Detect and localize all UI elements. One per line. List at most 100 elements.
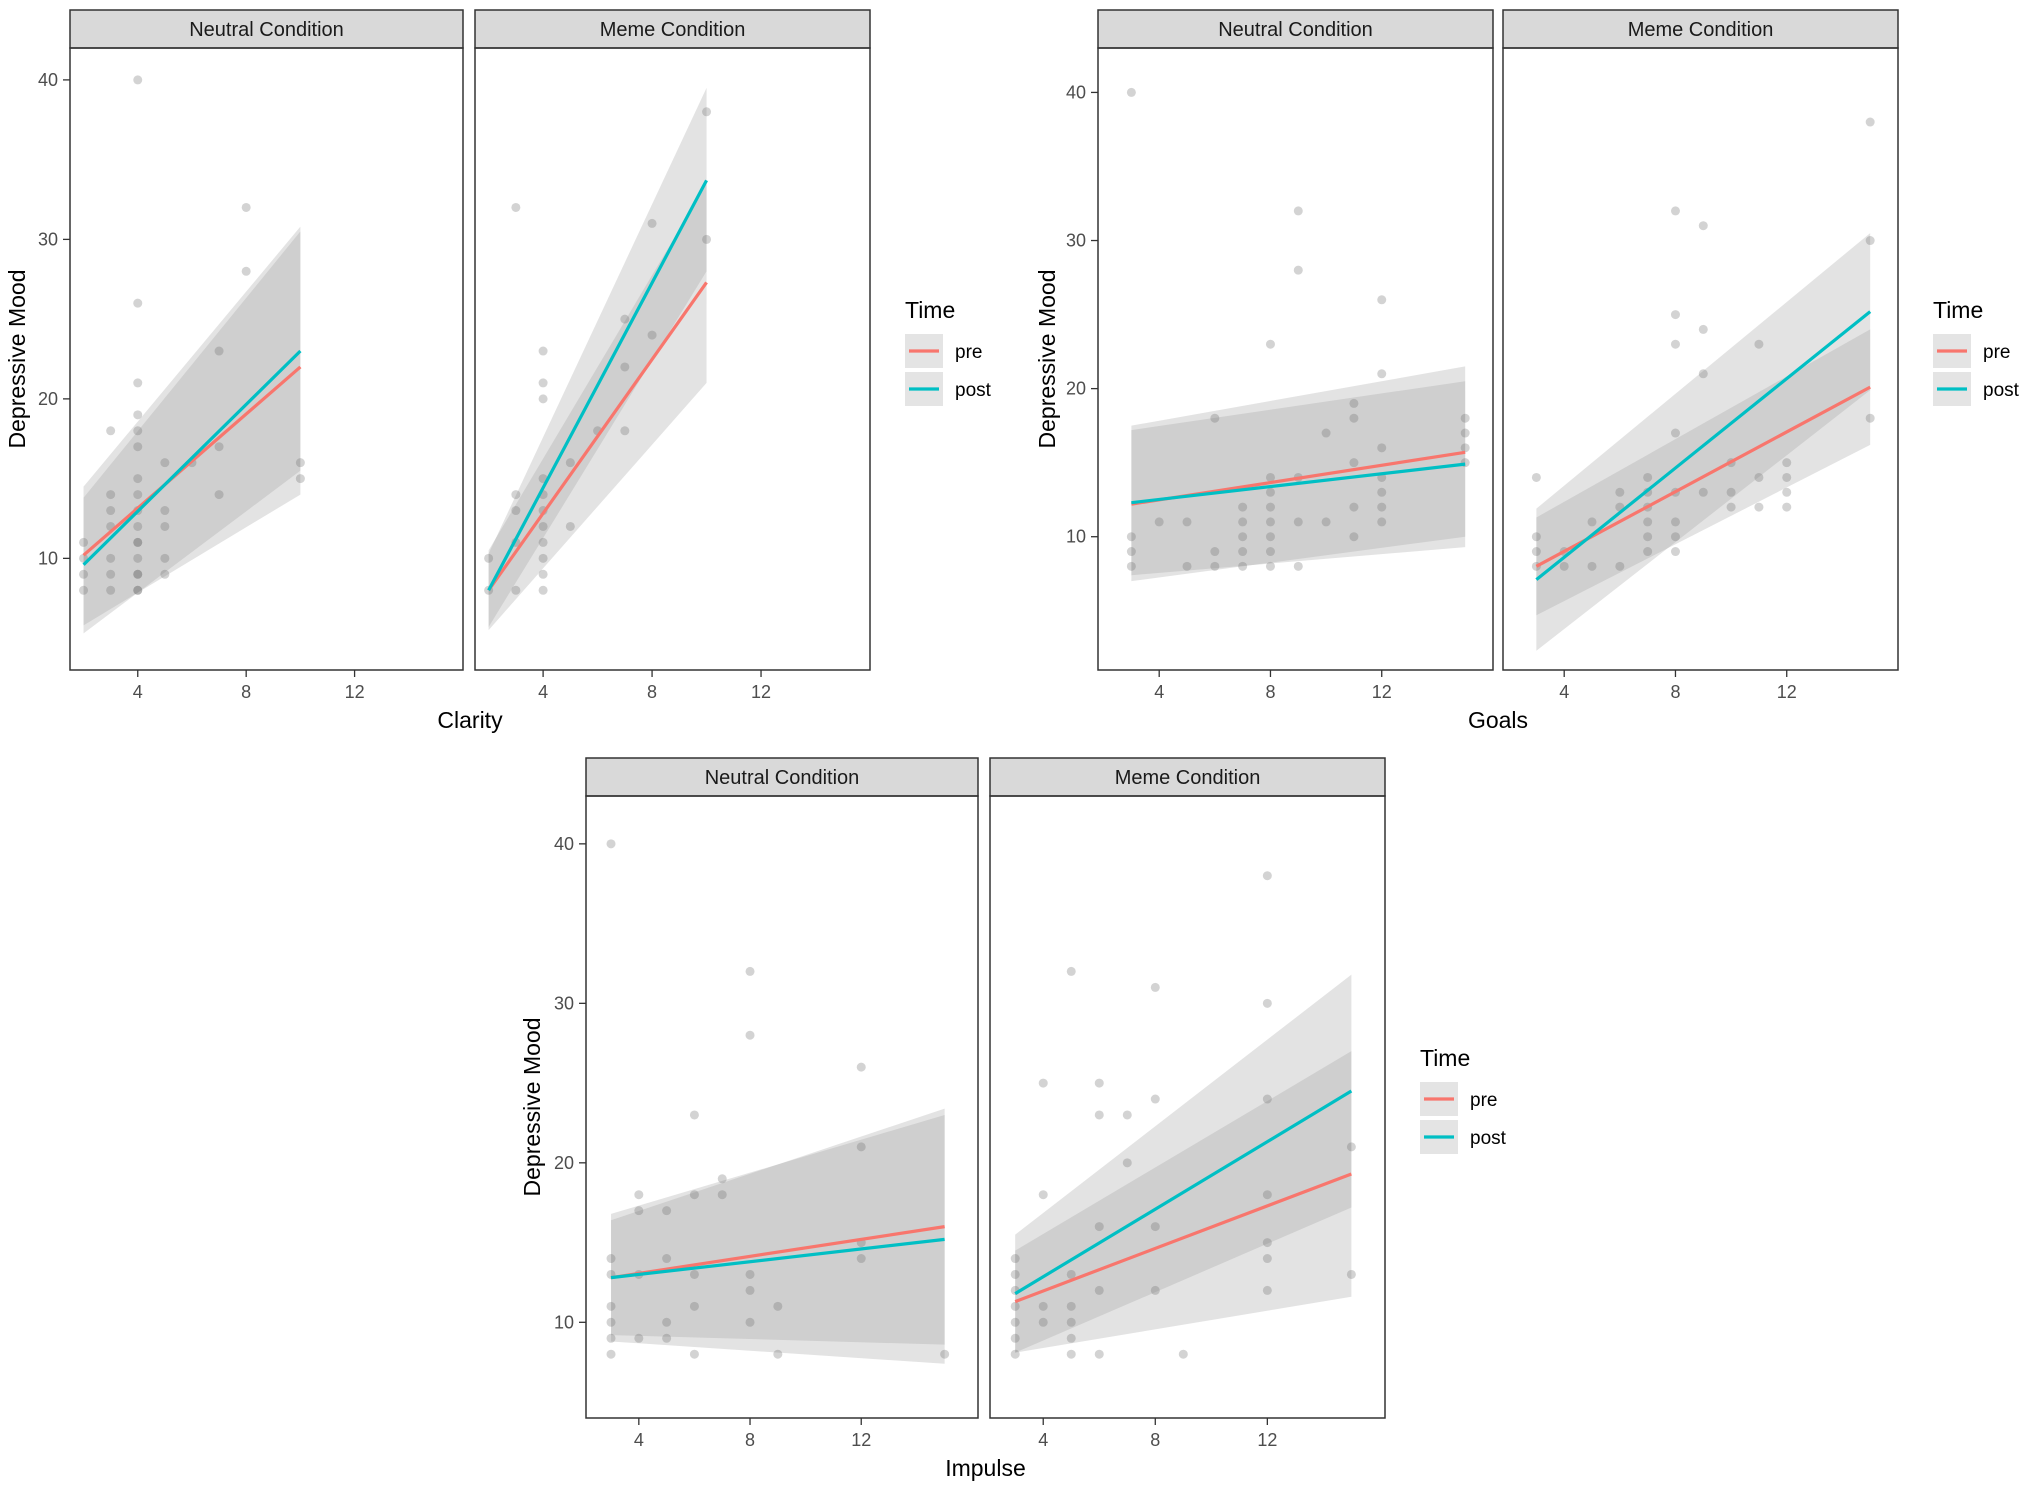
legend-title: Time — [1420, 1045, 1470, 1071]
data-point — [538, 569, 548, 579]
x-axis-title: Goals — [1468, 707, 1528, 733]
data-point — [1377, 369, 1387, 379]
confidence-band-pre — [1536, 329, 1871, 616]
data-point — [1182, 561, 1192, 571]
data-point — [1238, 532, 1248, 542]
data-point — [702, 107, 712, 117]
data-point — [1698, 221, 1708, 231]
data-point — [1238, 517, 1248, 527]
data-point — [1154, 517, 1164, 527]
data-point — [79, 585, 89, 595]
panel-border — [1502, 47, 1899, 671]
panel-border — [1097, 47, 1494, 671]
data-point — [106, 553, 116, 563]
data-point — [1210, 547, 1220, 557]
data-point — [702, 234, 712, 244]
facet-strip — [1502, 9, 1899, 49]
data-point — [106, 585, 116, 595]
data-point — [79, 569, 89, 579]
data-point — [856, 1254, 866, 1264]
data-point — [160, 506, 170, 516]
data-point — [1094, 1078, 1104, 1088]
data-point — [1262, 1285, 1272, 1295]
data-point — [1265, 502, 1275, 512]
confidence-band-post — [488, 87, 707, 627]
data-point — [160, 569, 170, 579]
data-point — [1670, 547, 1680, 557]
data-point — [620, 314, 630, 324]
data-point — [538, 537, 548, 547]
data-point — [1066, 1317, 1076, 1327]
data-point — [1377, 295, 1387, 305]
data-point — [647, 218, 657, 228]
data-point — [634, 1333, 644, 1343]
data-point — [511, 506, 521, 516]
x-tick-label: 12 — [1372, 682, 1392, 702]
facet-strip-label: Meme Condition — [1115, 767, 1261, 789]
data-point — [133, 75, 143, 85]
facet-strip — [1097, 9, 1494, 49]
data-point — [133, 490, 143, 500]
x-tick-label: 8 — [241, 682, 251, 702]
data-point — [662, 1206, 672, 1216]
facet-strip-label: Meme Condition — [600, 19, 746, 41]
data-point — [1754, 502, 1764, 512]
data-point — [662, 1254, 672, 1264]
data-point — [689, 1269, 699, 1279]
data-point — [1559, 561, 1569, 571]
data-point — [1182, 517, 1192, 527]
legend-title: Time — [1933, 297, 1983, 323]
data-point — [662, 1317, 672, 1327]
data-point — [1670, 532, 1680, 542]
data-point — [106, 490, 116, 500]
data-point — [1782, 458, 1792, 468]
x-tick-label: 4 — [1038, 1430, 1048, 1450]
y-tick-label: 20 — [38, 389, 58, 409]
data-point — [1377, 443, 1387, 453]
data-point — [1726, 487, 1736, 497]
data-point — [1126, 547, 1136, 557]
data-point — [1587, 561, 1597, 571]
facet-strip-label: Neutral Condition — [189, 19, 344, 41]
data-point — [295, 458, 305, 468]
data-point — [634, 1206, 644, 1216]
data-point — [133, 585, 143, 595]
data-point — [1321, 517, 1331, 527]
data-point — [1265, 472, 1275, 482]
data-point — [1010, 1254, 1020, 1264]
legend-label-pre: pre — [1470, 1090, 1497, 1111]
regression-line-post — [82, 349, 302, 566]
impulse-panel-1: Neutral Condition 4 8 12 10 20 30 40 — [554, 757, 979, 1450]
facet-strip-label: Neutral Condition — [1218, 19, 1373, 41]
plot-area — [79, 75, 305, 634]
panel-border — [474, 47, 871, 671]
data-point — [538, 585, 548, 595]
data-point — [1066, 1349, 1076, 1359]
data-point — [1150, 1285, 1160, 1295]
data-point — [133, 537, 143, 547]
legend-label-post: post — [1983, 380, 2020, 401]
data-point — [106, 506, 116, 516]
data-point — [1865, 236, 1875, 246]
x-tick-label: 12 — [751, 682, 771, 702]
data-point — [511, 585, 521, 595]
data-point — [1460, 413, 1470, 423]
data-point — [565, 521, 575, 531]
x-tick-label: 8 — [1670, 682, 1680, 702]
y-tick-label: 20 — [554, 1153, 574, 1173]
y-tick-label: 20 — [1066, 379, 1086, 399]
x-tick-label: 12 — [345, 682, 365, 702]
data-point — [133, 521, 143, 531]
data-point — [133, 442, 143, 452]
data-point — [1293, 265, 1303, 275]
data-point — [1643, 472, 1653, 482]
data-point — [1122, 1110, 1132, 1120]
data-point — [214, 490, 224, 500]
data-point — [1262, 1190, 1272, 1200]
data-point — [1293, 517, 1303, 527]
data-point — [745, 1285, 755, 1295]
data-point — [1670, 517, 1680, 527]
x-tick-label: 8 — [647, 682, 657, 702]
data-point — [1010, 1317, 1020, 1327]
